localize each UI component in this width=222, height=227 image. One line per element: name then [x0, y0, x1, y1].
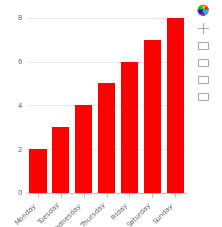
- Bar: [166, 18, 184, 193]
- Bar: [144, 40, 161, 193]
- Bar: [30, 149, 47, 193]
- Bar: [52, 127, 69, 193]
- Bar: [98, 84, 115, 193]
- Bar: [121, 62, 138, 193]
- Bar: [75, 105, 92, 193]
